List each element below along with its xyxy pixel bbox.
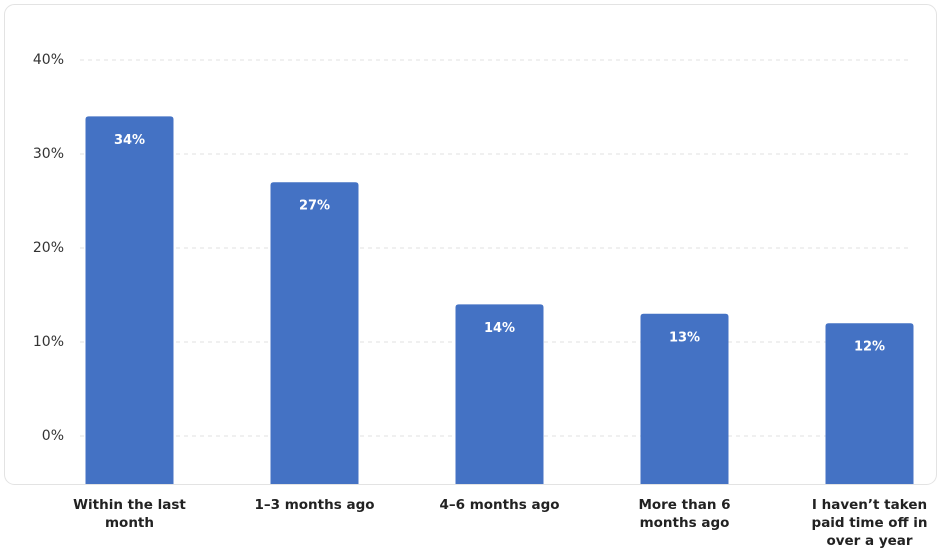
x-tick-label: 4–6 months ago xyxy=(439,497,560,513)
value-label: 14% xyxy=(484,321,515,336)
x-tick-label: Within the last month xyxy=(73,497,186,531)
y-tick-label: 10% xyxy=(33,334,64,350)
value-label: 27% xyxy=(299,199,330,214)
bar xyxy=(825,323,914,484)
bar xyxy=(455,304,544,484)
x-tick-label: More than 6 months ago xyxy=(638,497,731,531)
y-tick-label: 40% xyxy=(33,52,64,68)
y-tick-label: 30% xyxy=(33,146,64,162)
y-tick-label: 20% xyxy=(33,240,64,256)
bar xyxy=(640,313,729,484)
x-tick-label: 1–3 months ago xyxy=(254,497,375,513)
x-tick-label: I haven’t taken paid time off in over a … xyxy=(811,497,928,549)
y-tick-label: 0% xyxy=(42,428,64,444)
bar xyxy=(85,116,174,485)
value-label: 34% xyxy=(114,133,145,148)
value-label: 12% xyxy=(854,340,885,355)
value-label: 13% xyxy=(669,330,700,345)
bar xyxy=(270,182,359,484)
